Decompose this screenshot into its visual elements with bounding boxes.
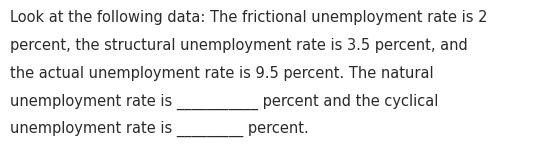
Text: unemployment rate is ___________ percent and the cyclical: unemployment rate is ___________ percent… <box>10 93 439 110</box>
Text: unemployment rate is _________ percent.: unemployment rate is _________ percent. <box>10 121 309 137</box>
Text: the actual unemployment rate is 9.5 percent. The natural: the actual unemployment rate is 9.5 perc… <box>10 66 434 81</box>
Text: percent, the structural unemployment rate is 3.5 percent, and: percent, the structural unemployment rat… <box>10 38 468 53</box>
Text: Look at the following data: The frictional unemployment rate is 2: Look at the following data: The friction… <box>10 10 488 25</box>
